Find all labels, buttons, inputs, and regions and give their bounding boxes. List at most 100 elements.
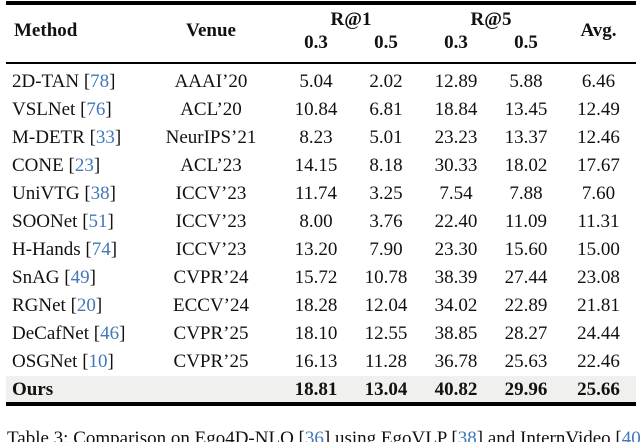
venue-cell: CVPR’25	[173, 351, 249, 372]
column-header-threshold: 0.5	[514, 32, 538, 53]
table-row: SnAG [49] CVPR’24 15.72 10.78 38.39 27.4…	[6, 264, 636, 292]
citation-bracket: ]	[105, 99, 112, 120]
table-row: SOONet [51] ICCV’23 8.00 3.76 22.40 11.0…	[6, 208, 636, 236]
r5-03-value: 40.82	[434, 379, 478, 400]
citation: [74]	[81, 239, 117, 260]
method-name: Ours	[12, 379, 54, 400]
citation-link[interactable]: 78	[90, 71, 110, 92]
method-name: M-DETR	[12, 127, 85, 148]
citation-link[interactable]: 33	[95, 127, 115, 148]
r1-03-value: 16.13	[294, 351, 338, 372]
citation: [20]	[66, 295, 103, 316]
r5-05-value: 13.45	[504, 99, 548, 120]
r1-05-value: 7.90	[369, 239, 403, 260]
citation: [38]	[80, 183, 116, 204]
r5-03-value: 22.40	[434, 211, 478, 232]
r1-03-value: 14.15	[294, 155, 338, 176]
method-cell: VSLNet [76]	[6, 96, 156, 124]
r5-05-value: 27.44	[504, 267, 548, 288]
method-cell: SnAG [49]	[6, 264, 156, 292]
column-spacer	[266, 264, 281, 292]
citation-link[interactable]: 51	[88, 211, 108, 232]
citation-bracket: ]	[114, 127, 122, 148]
method-name: 2D-TAN	[12, 71, 80, 92]
avg-value: 7.60	[581, 183, 616, 204]
method-cell: M-DETR [33]	[6, 124, 156, 152]
avg-value: 22.46	[577, 351, 620, 372]
column-spacer	[266, 68, 281, 96]
r5-03-value: 12.89	[434, 71, 478, 92]
column-header-threshold: 0.3	[304, 32, 328, 53]
venue-cell: ECCV’24	[173, 295, 249, 316]
r1-03-value: 8.00	[299, 211, 333, 232]
citation: [33]	[85, 127, 122, 148]
table-row: 2D-TAN [78] AAAI’20 5.04 2.02 12.89 5.88…	[6, 68, 636, 96]
r5-05-value: 15.60	[504, 239, 548, 260]
citation-bracket: [	[80, 99, 87, 120]
method-name: SnAG	[12, 267, 60, 288]
table-row: M-DETR [33] NeurIPS’21 8.23 5.01 23.23 1…	[6, 124, 636, 152]
caption-citation-link[interactable]: 36	[304, 428, 324, 442]
citation: [49]	[60, 267, 96, 288]
column-spacer	[266, 180, 281, 208]
citation-link[interactable]: 38	[90, 183, 110, 204]
venue-cell: ACL’23	[180, 155, 242, 176]
column-group-r-at-1: R@1	[330, 9, 372, 30]
column-header-threshold: 0.5	[374, 32, 398, 53]
citation-link[interactable]: 74	[91, 239, 111, 260]
venue-cell: CVPR’25	[173, 323, 249, 344]
r1-03-value: 15.72	[294, 267, 338, 288]
column-spacer	[266, 152, 281, 180]
method-name: DeCafNet	[12, 323, 90, 344]
r1-03-value: 18.10	[294, 323, 338, 344]
citation-link[interactable]: 10	[88, 351, 108, 372]
venue-cell: ICCV’23	[175, 211, 247, 232]
column-spacer	[266, 292, 281, 320]
r1-05-value: 2.02	[369, 71, 403, 92]
r5-05-value: 29.96	[504, 379, 548, 400]
table-header-rule	[6, 62, 636, 64]
avg-value: 25.66	[577, 379, 620, 400]
method-name: VSLNet	[12, 99, 76, 120]
citation-bracket: ]	[107, 351, 114, 372]
r5-05-value: 22.89	[504, 295, 548, 316]
column-group-r-at-5: R@5	[470, 9, 512, 30]
r5-03-value: 38.39	[434, 267, 478, 288]
citation: [51]	[77, 211, 114, 232]
r1-03-value: 18.28	[294, 295, 338, 316]
venue-cell: ACL’20	[180, 99, 242, 120]
avg-value: 17.67	[577, 155, 620, 176]
venue-cell: ICCV’23	[175, 183, 247, 204]
r1-03-value: 13.20	[294, 239, 338, 260]
r5-03-value: 34.02	[434, 295, 478, 316]
citation-link[interactable]: 20	[76, 295, 96, 316]
citation-link[interactable]: 49	[70, 267, 90, 288]
method-name: OSGNet	[12, 351, 78, 372]
citation-link[interactable]: 23	[74, 155, 94, 176]
citation-link[interactable]: 46	[100, 323, 120, 344]
method-cell: UniVTG [38]	[6, 180, 156, 208]
method-name: UniVTG	[12, 183, 80, 204]
citation-bracket: ]	[95, 295, 103, 316]
venue-cell: CVPR’24	[173, 267, 249, 288]
r1-03-value: 18.81	[294, 379, 338, 400]
citation-bracket: [	[93, 323, 101, 344]
column-spacer	[266, 96, 281, 124]
table-row: Ours 18.81 13.04 40.82 29.96 25.66	[6, 376, 636, 404]
table-row: RGNet [20] ECCV’24 18.28 12.04 34.02 22.…	[6, 292, 636, 320]
method-name: RGNet	[12, 295, 66, 316]
caption-citation-link[interactable]: 40	[621, 428, 640, 442]
citation-bracket: [	[89, 127, 96, 148]
r5-05-value: 28.27	[504, 323, 548, 344]
citation-bracket: ]	[107, 211, 114, 232]
citation-link[interactable]: 76	[86, 99, 106, 120]
method-cell: SOONet [51]	[6, 208, 156, 236]
caption-citation-link[interactable]: 38	[457, 428, 477, 442]
column-spacer	[266, 376, 281, 404]
r5-05-value: 18.02	[504, 155, 548, 176]
r1-05-value: 5.01	[369, 127, 403, 148]
citation-bracket: [	[70, 295, 77, 316]
column-spacer	[266, 348, 281, 376]
citation-bracket: [	[82, 211, 89, 232]
citation: [10]	[77, 351, 114, 372]
